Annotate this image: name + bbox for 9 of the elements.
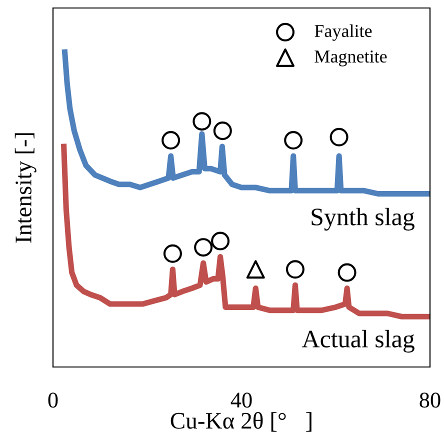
x-tick-label: 0 <box>48 392 58 408</box>
y-axis-title: Intensity [-] <box>14 133 36 243</box>
x-tick-label: 40 <box>230 392 252 408</box>
x-tick-label: 80 <box>420 392 440 408</box>
annotation: Synth slag <box>312 208 414 231</box>
x-axis-title: Cu-Kα 2θ [° ] <box>170 412 312 432</box>
legend-label: Magnetite <box>314 50 387 66</box>
legend-label: Fayalite <box>314 24 372 41</box>
annotation: Actual slag <box>302 330 414 353</box>
